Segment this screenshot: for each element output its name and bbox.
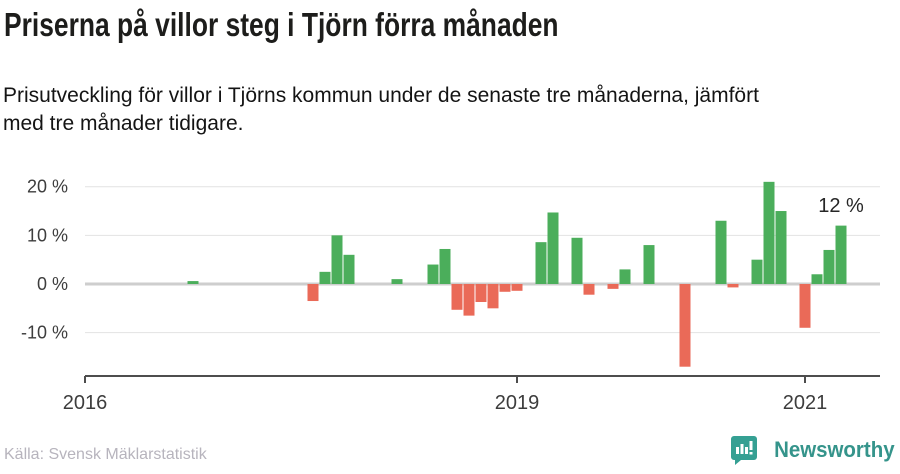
page-title: Priserna på villor steg i Tjörn förra må…	[4, 6, 559, 43]
bar-2017-09	[319, 271, 331, 284]
bar-2020-11	[775, 211, 787, 284]
bar-2021-02	[811, 274, 823, 284]
chart-subtitle: Prisutveckling för villor i Tjörns kommu…	[3, 84, 759, 135]
y-axis-tick-label: 20 %	[27, 177, 68, 197]
x-axis-tick-label: 2016	[63, 392, 108, 414]
bar-2018-06	[427, 264, 439, 284]
bar-2020-10	[763, 181, 775, 284]
bar-2021-04	[835, 225, 847, 284]
bar-2020-09	[751, 259, 763, 284]
bar-2019-01	[511, 284, 523, 291]
bar-2017-08	[307, 284, 319, 302]
bar-2018-03	[391, 279, 403, 284]
bar-2018-10	[475, 284, 487, 303]
bar-2019-03	[535, 242, 547, 284]
latest-value-annotation: 12 %	[818, 195, 864, 217]
x-axis-tick-label: 2019	[495, 392, 540, 414]
bar-2018-08	[451, 284, 463, 310]
bar-2018-09	[463, 284, 475, 316]
newsworthy-icon	[731, 436, 758, 465]
bar-2016-10	[187, 281, 199, 284]
bar-2019-04	[547, 212, 559, 284]
bar-2020-03	[679, 284, 691, 367]
brand-wordmark: Newsworthy	[774, 437, 895, 462]
bar-2018-07	[439, 248, 451, 284]
bar-2020-07	[727, 284, 739, 288]
y-axis-tick-label: 10 %	[27, 225, 68, 245]
y-axis-tick-label: -10 %	[21, 323, 68, 343]
bar-2021-03	[823, 249, 835, 284]
bar-2019-09	[607, 284, 619, 289]
y-axis-tick-label: 0 %	[37, 274, 68, 294]
footer: Källa: Svensk Mäklarstatistik Newsworthy	[0, 432, 900, 466]
bar-2017-11	[343, 254, 355, 284]
bar-2018-11	[487, 284, 499, 309]
newsworthy-logo[interactable]: Newsworthy	[730, 434, 895, 466]
x-axis-tick-label: 2021	[783, 392, 828, 414]
bar-2017-10	[331, 235, 343, 284]
bar-2020-06	[715, 220, 727, 284]
bar-2019-12	[643, 245, 655, 284]
bar-2021-01	[799, 284, 811, 328]
bar-2019-06	[571, 237, 583, 284]
bar-2019-10	[619, 269, 631, 284]
source-credit: Källa: Svensk Mäklarstatistik	[4, 446, 207, 463]
bar-2019-07	[583, 284, 595, 295]
bar-2018-12	[499, 284, 511, 292]
